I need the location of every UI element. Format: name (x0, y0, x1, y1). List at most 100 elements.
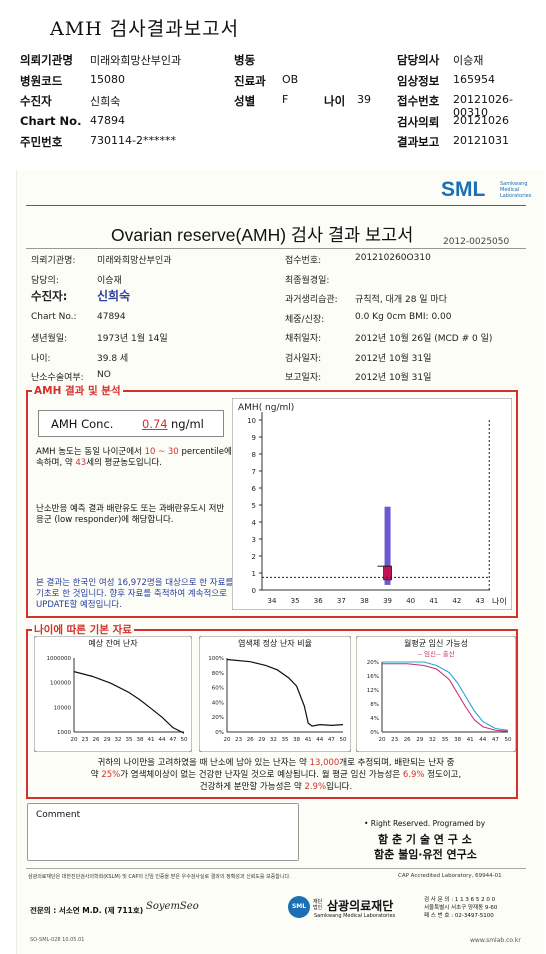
y-tick-label: 100000 (50, 681, 71, 687)
foundation-english: Samkwang Medical Laboratories (314, 913, 396, 919)
y-tick-label: 60% (212, 686, 224, 692)
header-field-value: 미래와희망산부인과 (90, 54, 182, 67)
x-tick-label: 40 (406, 597, 415, 605)
x-tick-label: 34 (268, 597, 277, 605)
pregnancy-line (382, 661, 509, 731)
x-tick-label: 38 (454, 737, 461, 743)
website: www.smlab.co.kr (470, 937, 521, 944)
x-tick-label: 47 (492, 737, 499, 743)
x-tick-label: 23 (391, 737, 398, 743)
x-tick-label: 29 (416, 737, 423, 743)
y-tick-label: 100% (208, 656, 224, 662)
y-tick-label: 1000 (57, 730, 71, 736)
logo-rule (26, 205, 526, 206)
y-tick-label: 80% (212, 671, 224, 677)
amh-section-title: AMH 결과 및 분석 (32, 383, 123, 398)
header-field-value: 20121031 (453, 134, 509, 147)
foundation-name: 삼광의료재단 (327, 899, 394, 913)
header-field-value: 20121026-00310 (453, 93, 513, 119)
normal-ratio-line (226, 658, 344, 727)
x-tick-label: 32 (429, 737, 436, 743)
header-field-label: 검사의뢰 (397, 114, 440, 129)
x-tick-label: 39 (383, 597, 392, 605)
patient-field-value: 신희숙 (97, 289, 131, 303)
y-tick-label: 40% (212, 700, 224, 706)
range-bar (384, 506, 391, 585)
x-tick-label: 38 (293, 737, 300, 743)
y-tick-label: 20% (212, 715, 224, 721)
patient-field-label: 난소수술여부: (31, 373, 84, 383)
x-tick-label: 47 (328, 737, 335, 743)
header-field-label: 성별 (234, 94, 256, 108)
x-tick-label: 20 (71, 737, 78, 743)
institute-name-1: 함 춘 기 술 연 구 소 (378, 833, 472, 846)
header-field-value: F (282, 93, 289, 106)
patient-field-value: 미래와희망산부인과 (97, 256, 172, 266)
header-field-value: 47894 (90, 113, 125, 127)
amh-unit: ng/ml (171, 417, 204, 431)
reference-section-title: 나이에 따른 기본 자료 (32, 622, 134, 637)
x-tick-label: 38 (137, 737, 144, 743)
amh-label: AMH Conc. (51, 417, 114, 431)
foundation-prefix: 재단법인 (313, 899, 323, 911)
x-tick-label: 26 (93, 737, 100, 743)
delivery-line (382, 663, 509, 732)
x-tick-label: 35 (282, 737, 289, 743)
patient-field-label: 담당의: (31, 275, 59, 286)
y-tick-label: 12% (367, 688, 379, 694)
y-tick-label: 2 (252, 553, 256, 561)
x-tick-label: 50 (340, 737, 347, 743)
normal-oocyte-ratio-chart: 염색체 정상 난자 비율 0% 20% 40% 60% 80% 100% 20 23 26 29 32… (199, 636, 351, 752)
specialist-signature: SoyemSeo (146, 901, 199, 912)
x-tick-label: 41 (429, 597, 438, 605)
patient-field-value: 이승재 (97, 275, 122, 286)
sample-field-label: 보고일자: (285, 373, 322, 383)
header-field-label: 진료과 (234, 73, 266, 88)
patient-field-value: 47894 (97, 311, 126, 322)
remaining-oocytes-chart: 예상 잔여 난자 1000 10000 100000 1000000 20 23 26 29 32… (34, 636, 192, 752)
x-tick-label: 47 (170, 737, 177, 743)
analysis-responder-text: 난소반응 예측 결과 배란유도 또는 과배란유도시 저반응군 (low resp… (36, 504, 225, 525)
x-tick-label: 44 (159, 737, 166, 743)
x-tick-label: 23 (82, 737, 89, 743)
rights-text: • Right Reserved. Programed by (364, 819, 486, 828)
x-tick-label: 38 (360, 597, 369, 605)
sml-logo: SML (441, 178, 486, 201)
chart-frame (232, 398, 512, 610)
header-field-label: 병원코드 (20, 73, 63, 88)
y-tick-label: 1000000 (47, 656, 72, 662)
patient-field-value: 39.8 세 (97, 353, 129, 364)
footer-rule (26, 868, 526, 869)
monthly-pregnancy-chart: 월평균 임신 가능성-- 임신-- 출산 0% 4% 8% 12% 16% 20% 20 23 2… (356, 636, 516, 752)
header-field-value: 신희숙 (90, 95, 121, 108)
sample-field-value: 0.0 Kg 0cm BMI: 0.00 (355, 311, 452, 322)
comment-box: Comment (27, 803, 299, 861)
x-tick-label: 43 (476, 597, 485, 605)
y-tick-label: 20% (367, 660, 379, 666)
x-tick-label: 36 (314, 597, 323, 605)
x-tick-label: 44 (316, 737, 323, 743)
specialist-name: 전문의 : 서소연 M.D. (제 711호) (30, 906, 144, 915)
header-field-value: 730114-2****** (90, 134, 176, 147)
page-title: AMH 검사결과보고서 (50, 18, 240, 40)
sample-field-label: 최종월경일: (285, 275, 330, 286)
x-tick-label: 35 (442, 737, 449, 743)
sample-field-label: 접수번호: (285, 256, 322, 266)
data-source-note: 본 결과는 한국인 여성 16,972명을 대상으로 한 자료를 기초로 한 것… (36, 578, 234, 610)
sample-field-value: 2012년 10월 26일 (MCD # 0 일) (355, 334, 493, 344)
y-tick-label: 8% (370, 702, 379, 708)
patient-field-label: 생년월일: (31, 334, 68, 344)
patient-field-label: 수진자: (31, 289, 68, 303)
header-field-label: 임상정보 (397, 73, 440, 88)
header-field-value: 20121026 (453, 113, 509, 127)
x-tick-label: 20 (224, 737, 231, 743)
patient-field-value: NO (97, 370, 111, 380)
sample-field-value: 2012년 10월 31일 (355, 373, 432, 383)
mini-chart-title: 염색체 정상 난자 비율 (238, 638, 312, 648)
x-tick-label: 44 (479, 737, 486, 743)
y-tick-label: 16% (367, 674, 379, 680)
mini-chart-frame (356, 636, 516, 752)
x-axis-label: 나이 (492, 596, 507, 606)
y-tick-label: 0 (252, 587, 256, 595)
y-tick-label: 6 (252, 485, 257, 493)
